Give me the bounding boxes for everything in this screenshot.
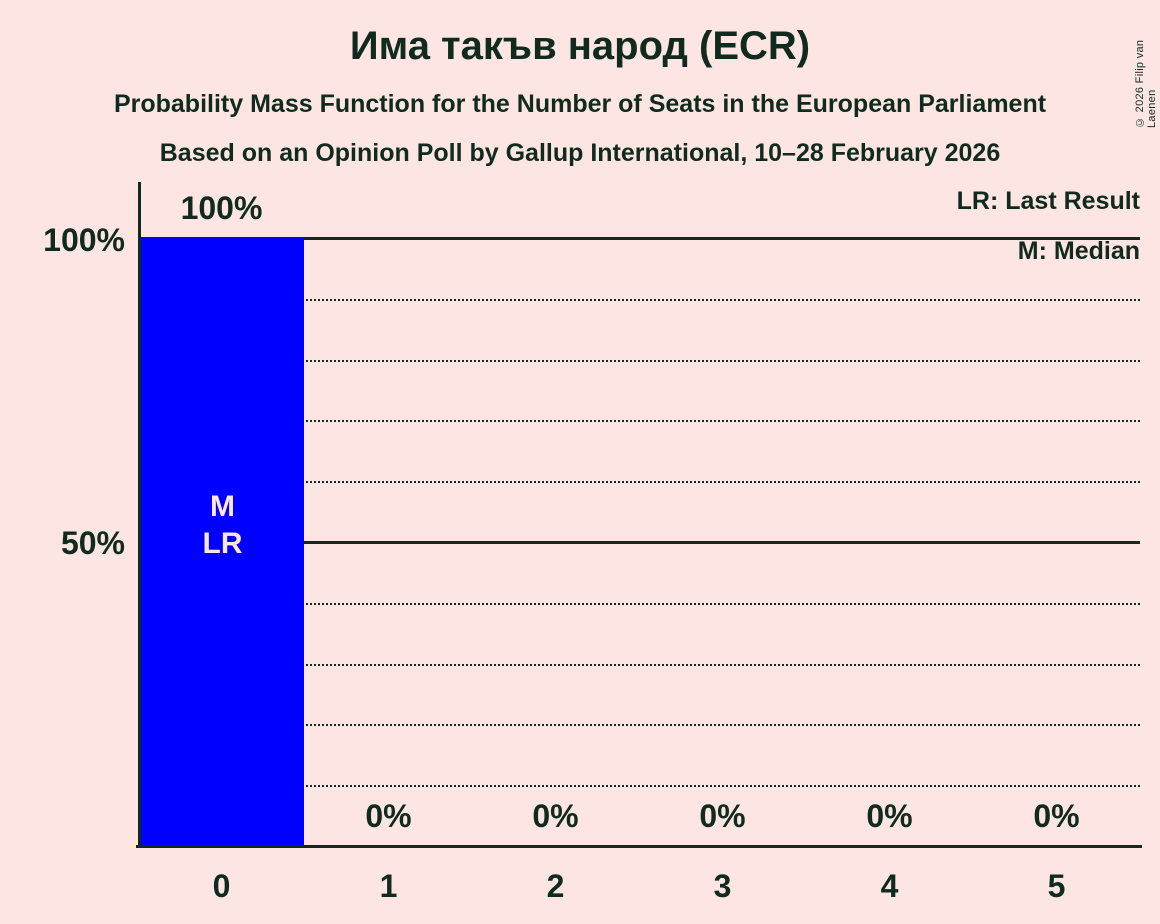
gridline-40 [138, 602, 1140, 605]
median-last-result-marker: M LR [141, 488, 304, 562]
gridline-90 [138, 298, 1140, 301]
gridline-60 [138, 481, 1140, 484]
x-axis [136, 845, 1142, 848]
y-axis [138, 182, 141, 848]
last-result-marker: LR [202, 527, 243, 560]
y-axis-label-100: 100% [43, 222, 125, 258]
legend-last-result: LR: Last Result [956, 187, 1140, 215]
bar-value-label-2: 0% [532, 798, 579, 834]
bar-value-label-5: 0% [1033, 798, 1080, 834]
copyright-note: © 2026 Filip van Laenen [1134, 39, 1158, 128]
plot-area: M LR 100% 0% 0% 0% 0% 0% [138, 192, 1140, 846]
x-tick-label-1: 1 [379, 868, 398, 904]
x-tick-label-0: 0 [212, 868, 231, 904]
gridline-70 [138, 420, 1140, 423]
bar-value-label-4: 0% [866, 798, 913, 834]
x-tick-label-2: 2 [546, 868, 565, 904]
x-tick-label-3: 3 [713, 868, 732, 904]
median-marker: M [210, 490, 235, 523]
x-tick-label-4: 4 [880, 868, 899, 904]
legend-median: M: Median [1017, 237, 1140, 265]
x-axis-labels: 0 1 2 3 4 5 [138, 866, 1140, 906]
x-tick-label-5: 5 [1047, 868, 1066, 904]
bar-value-label-3: 0% [699, 798, 746, 834]
bar-value-label-1: 0% [365, 798, 412, 834]
bar-seats-0: M LR [141, 238, 304, 846]
subtitle-poll-info: Based on an Opinion Poll by Gallup Inter… [159, 139, 1001, 167]
gridline-50 [138, 541, 1140, 544]
gridline-30 [138, 663, 1140, 666]
subtitle-pmf: Probability Mass Function for the Number… [113, 90, 1047, 118]
y-axis-label-50: 50% [60, 525, 125, 561]
gridline-80 [138, 359, 1140, 362]
gridline-20 [138, 724, 1140, 727]
gridline-10 [138, 785, 1140, 788]
page-title: Има такъв народ (ECR) [349, 24, 811, 68]
gridline-100 [138, 237, 1140, 240]
bar-value-label-0: 100% [180, 190, 263, 226]
